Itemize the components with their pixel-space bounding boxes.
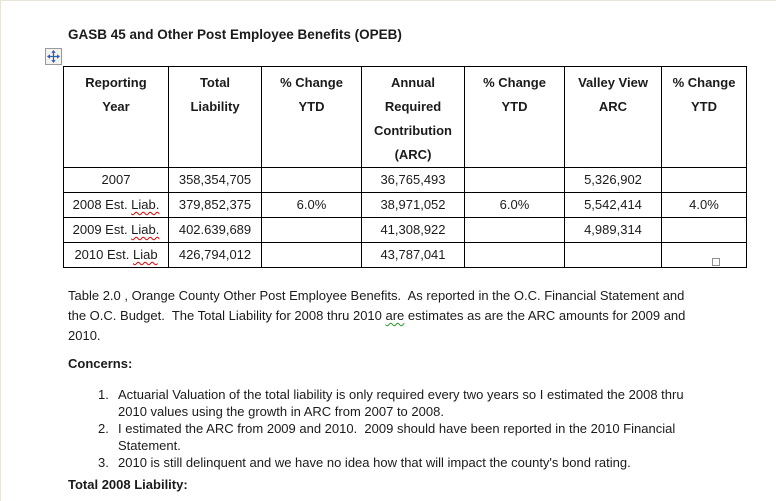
- cell-text: 2009 Est.: [72, 222, 132, 237]
- list-item-number: 1.: [98, 387, 109, 402]
- table-header-cell: Reporting Year: [63, 66, 169, 168]
- table-cell: 5,326,902: [564, 167, 662, 193]
- table-cell: 4.0%: [661, 192, 747, 218]
- table-move-handle[interactable]: [45, 48, 62, 65]
- table-cell: [661, 242, 747, 268]
- document-title: GASB 45 and Other Post Employee Benefits…: [68, 27, 402, 42]
- table-cell: [564, 242, 662, 268]
- table-cell: 402.639,689: [168, 217, 262, 243]
- list-item: 2. I estimated the ARC from 2009 and 2010…: [98, 420, 713, 454]
- table-cell: [464, 167, 565, 193]
- table-cell: 2010 Est. Liab: [63, 242, 169, 268]
- table-header-cell: % Change YTD: [464, 66, 565, 168]
- caption-text: Table 2.0 , Orange County Other Post Emp…: [68, 288, 689, 323]
- table-cell: 36,765,493: [361, 167, 465, 193]
- table-header-cell: Annual Required Contribution (ARC): [361, 66, 465, 168]
- list-item-text: Actuarial Valuation of the total liabili…: [118, 387, 688, 419]
- opeb-table: Reporting Year Total Liability% Change YTD An…: [63, 66, 747, 268]
- misspelled-word: Liab.: [131, 222, 160, 237]
- table-caption-paragraph: Table 2.0 , Orange County Other Post Emp…: [68, 286, 693, 346]
- table-row: 2009 Est. Liab. 402.639,689 41,308,922 4,98…: [63, 217, 747, 243]
- table-header-cell: % Change YTD: [261, 66, 362, 168]
- table-cell: 6.0%: [464, 192, 565, 218]
- misspelled-word: Liab.: [131, 197, 160, 212]
- grammar-flagged-word: are: [385, 308, 405, 323]
- cell-text: 2008 Est.: [72, 197, 132, 212]
- table-row: 2010 Est. Liab 426,794,012 43,787,041: [63, 242, 747, 268]
- table-cell: 379,852,375: [168, 192, 262, 218]
- table-cell: [661, 217, 747, 243]
- table-cell: 4,989,314: [564, 217, 662, 243]
- table-resize-handle[interactable]: [712, 258, 720, 266]
- table-cell: [661, 167, 747, 193]
- table-cell: 41,308,922: [361, 217, 465, 243]
- table-cell: 2008 Est. Liab.: [63, 192, 169, 218]
- table-cell: 426,794,012: [168, 242, 262, 268]
- table-row: 2007 358,354,705 36,765,493 5,326,902: [63, 167, 747, 193]
- concerns-heading: Concerns:: [68, 356, 133, 371]
- table-cell: 358,354,705: [168, 167, 262, 193]
- table-row: 2008 Est. Liab. 379,852,375 6.0% 38,971,052…: [63, 192, 747, 218]
- table-header-cell: % Change YTD: [661, 66, 747, 168]
- cell-text: 2010 Est.: [74, 247, 133, 262]
- table-cell: 2007: [63, 167, 169, 193]
- table-header-cell: Total Liability: [168, 66, 262, 168]
- list-item-number: 3.: [98, 455, 109, 470]
- table-cell: [261, 167, 362, 193]
- list-item: 3. 2010 is still delinquent and we have n…: [98, 454, 713, 471]
- table-header-row: Reporting Year Total Liability% Change YTD An…: [63, 66, 747, 168]
- table-cell: [261, 242, 362, 268]
- table-header-cell: Valley View ARC: [564, 66, 662, 168]
- list-item: 1. Actuarial Valuation of the total liabi…: [98, 386, 713, 420]
- table-cell: 6.0%: [261, 192, 362, 218]
- table-cell: [261, 217, 362, 243]
- table-cell: 43,787,041: [361, 242, 465, 268]
- misspelled-word: Liab: [132, 247, 158, 262]
- caption-text: estimates as are the ARC amounts for 200…: [68, 308, 690, 343]
- list-item-text: I estimated the ARC from 2009 and 2010. …: [118, 421, 679, 453]
- table-cell: 38,971,052: [361, 192, 465, 218]
- table-cell: [464, 217, 565, 243]
- table-cell: [464, 242, 565, 268]
- move-icon: [47, 50, 60, 63]
- total-2008-liability-heading: Total 2008 Liability:: [68, 477, 188, 492]
- table-cell: 2009 Est. Liab.: [63, 217, 169, 243]
- list-item-text: 2010 is still delinquent and we have no …: [118, 455, 631, 470]
- concerns-list: 1. Actuarial Valuation of the total liabi…: [98, 386, 713, 471]
- table-cell: 5,542,414: [564, 192, 662, 218]
- list-item-number: 2.: [98, 421, 109, 436]
